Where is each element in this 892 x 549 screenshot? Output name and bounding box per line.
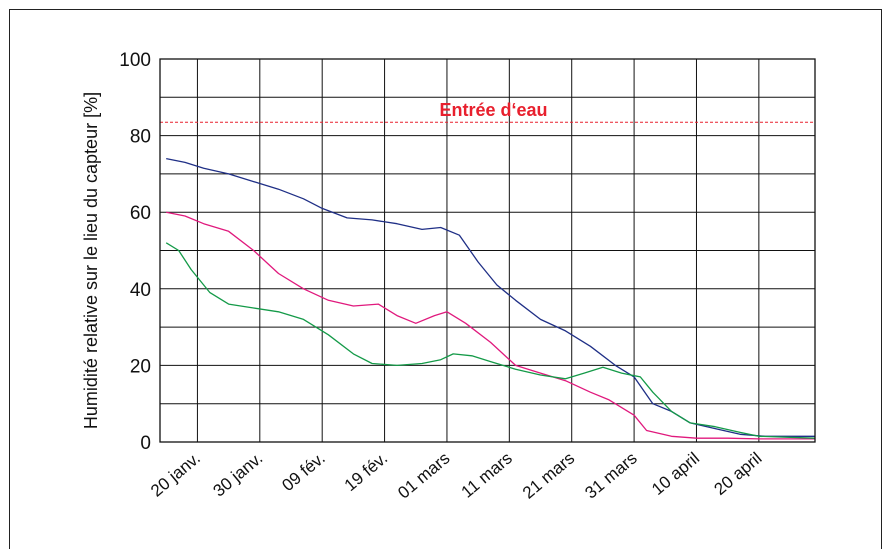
- series-lines: [165, 157, 816, 440]
- y-axis-label: Humidité relative sur le lieu du capteur…: [81, 92, 101, 429]
- x-tick-label: 19 fév.: [341, 449, 391, 496]
- series-line-2: [166, 211, 815, 440]
- y-tick-label: 60: [130, 203, 151, 224]
- series-line-1: [166, 157, 815, 437]
- chart-frame: [9, 9, 882, 549]
- x-tick-label: 01 mars: [394, 449, 453, 503]
- x-tick-label: 31 mars: [581, 449, 640, 503]
- x-tick-label: 30 janv.: [210, 449, 267, 501]
- x-tick-label: 20 janv.: [147, 449, 204, 501]
- x-tick-label: 11 mars: [458, 449, 516, 502]
- x-tick-label: 21 mars: [519, 449, 578, 503]
- x-tick-label: 10 april: [648, 449, 703, 499]
- x-tick-label: 20 april: [710, 449, 765, 499]
- x-tick-label: 09 fév.: [278, 449, 328, 496]
- grid: [160, 59, 815, 442]
- y-tick-labels: 0 20 40 60 80 100: [119, 50, 151, 454]
- y-tick-label: 80: [130, 127, 151, 148]
- y-tick-label: 40: [130, 280, 151, 301]
- x-tick-labels: 20 janv. 30 janv. 09 fév. 19 fév. 01 mars 11 …: [147, 449, 765, 503]
- water-entry-annotation: Entrée d‘eau: [439, 100, 547, 120]
- y-tick-label: 100: [119, 50, 151, 71]
- y-tick-label: 0: [140, 433, 151, 454]
- plot-area-border: [159, 58, 816, 443]
- series-line-3: [165, 242, 816, 439]
- y-tick-label: 20: [130, 356, 151, 377]
